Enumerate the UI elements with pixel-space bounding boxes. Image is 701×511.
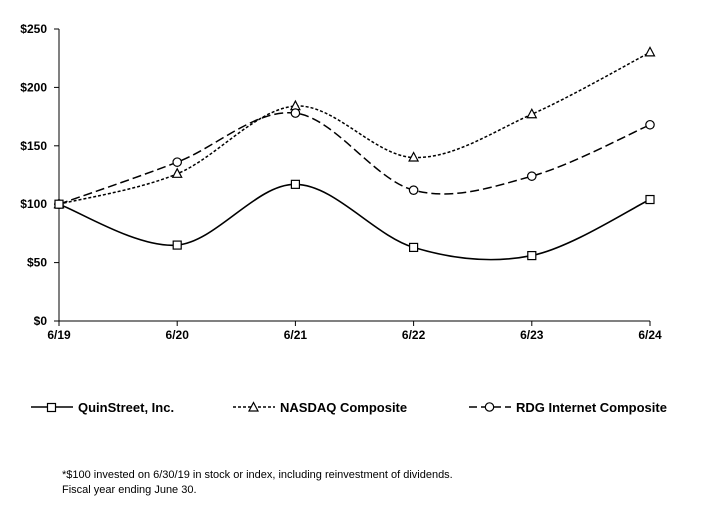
y-tick-label: $100 (20, 197, 47, 211)
y-tick-label: $250 (20, 22, 47, 36)
data-point-quinstreet-inc (172, 240, 182, 250)
x-tick-label: 6/21 (284, 328, 308, 342)
x-tick-label: 6/24 (638, 328, 662, 342)
legend-label-rdg: RDG Internet Composite (516, 399, 667, 415)
legend-item-nasdaq: NASDAQ Composite (232, 396, 407, 418)
data-point-rdg-internet-composite (408, 185, 419, 195)
legend-item-rdg: RDG Internet Composite (468, 396, 667, 418)
data-point-rdg-internet-composite (290, 108, 301, 118)
x-tick-label: 6/20 (166, 328, 190, 342)
legend-item-quinstreet: QuinStreet, Inc. (30, 396, 174, 418)
data-point-quinstreet-inc (527, 250, 537, 261)
legend: QuinStreet, Inc. NASDAQ Composite RDG In… (0, 396, 701, 418)
series-line-quinstreet-inc (58, 183, 651, 261)
data-point-quinstreet-inc (290, 179, 300, 189)
y-tick-label: $200 (20, 80, 47, 94)
y-tick-label: $0 (34, 314, 48, 328)
footnote-line-2: Fiscal year ending June 30. (62, 484, 197, 496)
y-tick-label: $50 (27, 256, 47, 270)
series-line-nasdaq-composite (58, 51, 651, 205)
x-tick-label: 6/19 (47, 328, 71, 342)
x-tick-label: 6/22 (402, 328, 426, 342)
legend-swatch-rdg (469, 402, 511, 412)
data-point-nasdaq-composite (644, 46, 656, 57)
legend-swatch-quinstreet (31, 402, 73, 413)
data-point-nasdaq-composite (526, 107, 538, 119)
footnote-line-1: *$100 invested on 6/30/19 in stock or in… (62, 469, 453, 481)
data-point-quinstreet-inc (409, 242, 419, 253)
data-point-nasdaq-composite (408, 151, 420, 162)
legend-label-nasdaq: NASDAQ Composite (280, 399, 408, 415)
legend-swatch-nasdaq (233, 401, 275, 412)
data-point-quinstreet-inc (54, 199, 64, 209)
line-chart: $0 $50 $100 $150 $200 $250 6/19 6/20 6/21 6/22 6/2… (20, 22, 662, 342)
footnote: *$100 invested on 6/30/19 in stock or in… (62, 468, 453, 498)
x-tick-label: 6/23 (520, 328, 544, 342)
legend-label-quinstreet: QuinStreet, Inc. (78, 399, 175, 415)
y-tick-label: $150 (20, 139, 47, 153)
data-point-nasdaq-composite (171, 167, 183, 178)
data-point-rdg-internet-composite (526, 171, 537, 181)
series-line-rdg-internet-composite (58, 112, 651, 205)
data-point-quinstreet-inc (645, 194, 655, 205)
data-point-rdg-internet-composite (645, 119, 655, 130)
data-point-rdg-internet-composite (172, 157, 182, 167)
